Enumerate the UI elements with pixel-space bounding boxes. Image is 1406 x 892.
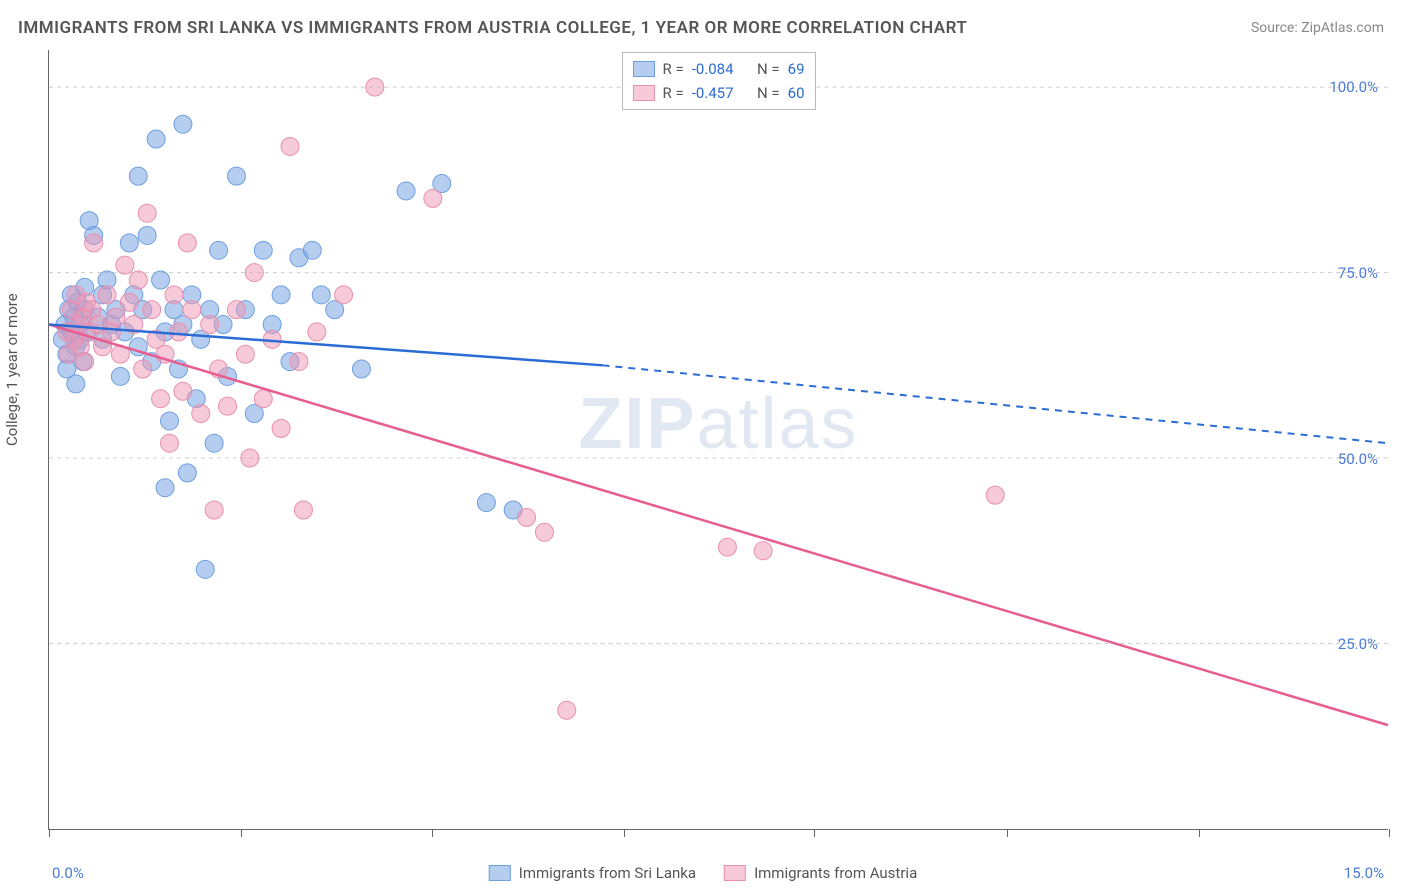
- r-label: R =: [662, 57, 683, 81]
- n-value-s1: 69: [788, 57, 805, 81]
- swatch-s1: [632, 61, 654, 77]
- r-value-s1: -0.084: [692, 57, 734, 81]
- x-tick: [1389, 829, 1390, 837]
- x-tick: [1199, 829, 1200, 837]
- source-attribution: Source: ZipAtlas.com: [1251, 20, 1384, 36]
- n-label: N =: [757, 81, 780, 105]
- plot-svg: [49, 50, 1388, 829]
- legend-row-s1: R = -0.084 N = 69: [632, 57, 804, 81]
- correlation-legend: R = -0.084 N = 69 R = -0.457 N = 60: [621, 52, 815, 110]
- swatch-s2: [632, 85, 654, 101]
- x-tick: [814, 829, 815, 837]
- y-tick-label: 75.0%: [1338, 264, 1378, 282]
- chart-title: IMMIGRANTS FROM SRI LANKA VS IMMIGRANTS …: [18, 18, 967, 38]
- swatch-s2-bottom: [724, 865, 746, 881]
- x-axis-max-label: 15.0%: [1344, 864, 1384, 882]
- r-label: R =: [662, 81, 683, 105]
- x-tick: [1007, 829, 1008, 837]
- scatter-plot: ZIPatlas 25.0%50.0%75.0%100.0% R = -0.08…: [48, 50, 1388, 830]
- legend-row-s2: R = -0.457 N = 60: [632, 81, 804, 105]
- legend-item-s1: Immigrants from Sri Lanka: [489, 864, 696, 882]
- x-axis-min-label: 0.0%: [52, 864, 84, 882]
- swatch-s1-bottom: [489, 865, 511, 881]
- x-tick: [624, 829, 625, 837]
- series-name-s2: Immigrants from Austria: [754, 864, 917, 882]
- x-tick: [241, 829, 242, 837]
- n-label: N =: [757, 57, 780, 81]
- r-value-s2: -0.457: [692, 81, 734, 105]
- y-tick-label: 100.0%: [1329, 78, 1378, 96]
- x-tick: [432, 829, 433, 837]
- x-tick: [49, 829, 50, 837]
- series-name-s1: Immigrants from Sri Lanka: [519, 864, 696, 882]
- y-axis-label: College, 1 year or more: [3, 293, 21, 446]
- y-tick-label: 25.0%: [1338, 635, 1378, 653]
- series-legend: Immigrants from Sri Lanka Immigrants fro…: [489, 864, 917, 882]
- legend-item-s2: Immigrants from Austria: [724, 864, 917, 882]
- n-value-s2: 60: [788, 81, 805, 105]
- y-tick-label: 50.0%: [1338, 450, 1378, 468]
